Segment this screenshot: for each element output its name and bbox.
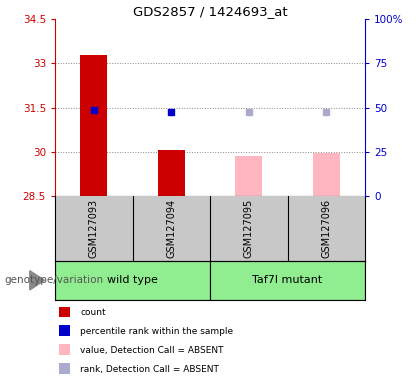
Bar [158, 150, 185, 196]
Text: GSM127094: GSM127094 [166, 199, 176, 258]
Bar [235, 156, 262, 196]
Bar [80, 55, 108, 196]
Bar [59, 363, 70, 374]
Bar [55, 261, 210, 300]
Title: GDS2857 / 1424693_at: GDS2857 / 1424693_at [133, 5, 287, 18]
Text: Taf7l mutant: Taf7l mutant [252, 275, 323, 285]
Text: count: count [80, 308, 106, 317]
Text: GSM127095: GSM127095 [244, 199, 254, 258]
Text: wild type: wild type [107, 275, 158, 285]
Text: GSM127093: GSM127093 [89, 199, 99, 258]
Text: value, Detection Call = ABSENT: value, Detection Call = ABSENT [80, 346, 224, 355]
Text: GSM127096: GSM127096 [321, 199, 331, 258]
Text: rank, Detection Call = ABSENT: rank, Detection Call = ABSENT [80, 364, 219, 374]
Bar [59, 344, 70, 355]
Bar [59, 306, 70, 317]
Bar [312, 153, 340, 196]
Bar [59, 325, 70, 336]
Text: genotype/variation: genotype/variation [4, 275, 103, 285]
Bar [210, 261, 365, 300]
Polygon shape [30, 271, 45, 290]
Text: percentile rank within the sample: percentile rank within the sample [80, 327, 234, 336]
